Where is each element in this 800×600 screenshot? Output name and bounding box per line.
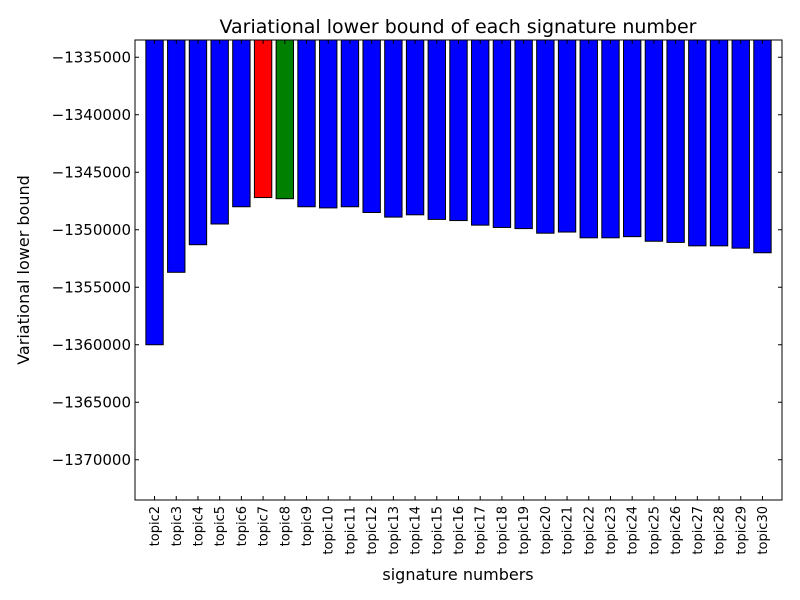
x-tick-label: topic26 xyxy=(669,506,684,555)
bar-topic17 xyxy=(471,39,490,226)
x-tick-label: topic25 xyxy=(647,506,662,555)
x-axis-label: signature numbers xyxy=(382,565,533,584)
bar-topic10 xyxy=(319,39,338,209)
x-tick-label: topic5 xyxy=(213,506,228,546)
bar-topic27 xyxy=(688,39,707,247)
x-axis: topic2 topic3 topic4 topic5 topic6 topic7 topi… xyxy=(148,40,771,555)
x-tick-label: topic10 xyxy=(322,506,337,555)
bar-topic4 xyxy=(188,39,208,246)
x-tick-label: topic17 xyxy=(474,506,489,555)
x-tick-label: topic28 xyxy=(713,506,728,555)
bar-topic8 xyxy=(275,39,294,200)
x-tick-label: topic8 xyxy=(278,506,293,546)
x-tick-label: topic27 xyxy=(691,506,706,555)
bar-topic16 xyxy=(449,39,468,222)
y-axis: −1370000 −1365000 −1360000 −1355000 −1350000… xyxy=(52,48,782,469)
bar-topic22 xyxy=(579,39,598,239)
bar-topic30 xyxy=(753,39,772,254)
bar-topic14 xyxy=(405,39,425,216)
x-tick-label: topic20 xyxy=(539,506,554,555)
x-tick-label: topic4 xyxy=(191,506,206,546)
x-tick-label: topic16 xyxy=(452,506,467,555)
x-tick-label: topic23 xyxy=(604,506,619,555)
y-tick-label: −1355000 xyxy=(52,278,131,296)
bar-topic15 xyxy=(427,39,446,220)
x-tick-label: topic29 xyxy=(734,506,749,555)
y-tick-label: −1335000 xyxy=(52,48,131,66)
x-tick-label: topic11 xyxy=(343,506,358,555)
y-tick-label: −1345000 xyxy=(52,163,131,181)
bar-topic26 xyxy=(666,39,685,243)
bar-topic29 xyxy=(731,39,750,249)
y-tick-label: −1370000 xyxy=(52,451,131,469)
y-axis-label: Variational lower bound xyxy=(14,175,33,365)
bar-topic12 xyxy=(362,39,381,213)
x-tick-label: topic3 xyxy=(170,506,185,546)
bar-topic24 xyxy=(623,39,642,238)
bar-topic20 xyxy=(536,39,555,234)
y-tick-label: −1365000 xyxy=(52,393,131,411)
x-tick-label: topic2 xyxy=(148,506,163,546)
y-tick-label: −1340000 xyxy=(52,106,131,124)
x-tick-label: topic18 xyxy=(495,506,510,555)
bar-topic21 xyxy=(557,39,577,233)
bar-topic11 xyxy=(340,39,360,208)
bar-topic13 xyxy=(384,39,403,218)
x-tick-label: topic19 xyxy=(517,506,532,555)
bar-topic25 xyxy=(644,39,664,242)
bar-topic6 xyxy=(232,39,251,208)
x-tick-label: topic7 xyxy=(257,506,272,546)
bar-topic18 xyxy=(492,39,512,228)
x-tick-label: topic24 xyxy=(626,506,641,555)
x-tick-label: topic30 xyxy=(756,506,771,555)
bar-topic23 xyxy=(601,39,620,239)
x-tick-label: topic15 xyxy=(430,506,445,555)
x-tick-label: topic9 xyxy=(300,506,315,546)
x-tick-label: topic13 xyxy=(387,506,402,555)
bar-topic9 xyxy=(297,39,316,208)
y-tick-label: −1350000 xyxy=(52,221,131,239)
bar-topic28 xyxy=(709,39,729,247)
bar-topic19 xyxy=(514,39,533,230)
bar-topic3 xyxy=(167,39,186,273)
x-tick-label: topic22 xyxy=(582,506,597,555)
x-tick-label: topic14 xyxy=(409,506,424,555)
y-tick-label: −1360000 xyxy=(52,336,131,354)
x-tick-label: topic21 xyxy=(561,506,576,555)
bar-topic5 xyxy=(210,39,229,225)
x-tick-label: topic12 xyxy=(365,506,380,555)
chart-title: Variational lower bound of each signatur… xyxy=(219,16,696,38)
x-tick-label: topic6 xyxy=(235,506,250,546)
bars-group xyxy=(145,39,772,346)
bar-topic7 xyxy=(253,39,273,199)
bar-topic2 xyxy=(145,39,164,346)
